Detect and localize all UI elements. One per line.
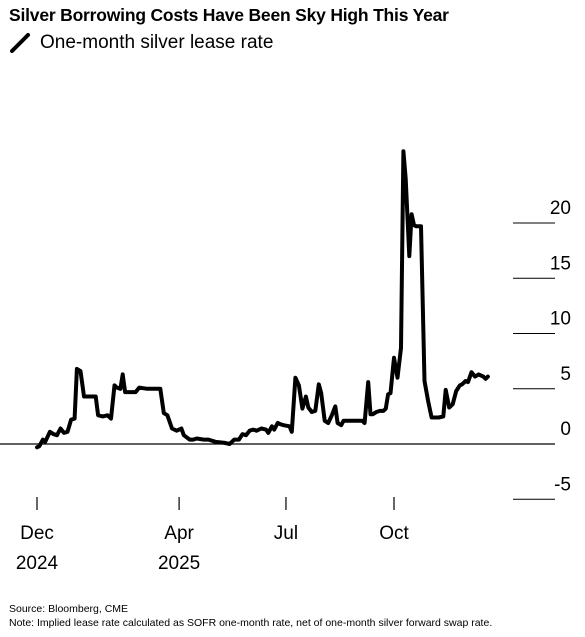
y-tick-label: 5: [560, 364, 571, 385]
x-tick-year-label: 2024: [16, 553, 59, 574]
line-chart: 20 15 10 5 0 -5 Dec 2024 Apr 2025 Jul Oct: [0, 149, 571, 574]
chart-title: Silver Borrowing Costs Have Been Sky Hig…: [9, 5, 449, 25]
legend-line-icon: [10, 33, 30, 53]
x-tick-label: Dec: [20, 523, 54, 544]
x-tick-label: Oct: [379, 523, 409, 544]
legend: One-month silver lease rate: [9, 31, 273, 55]
x-tick-label: Jul: [274, 523, 298, 544]
x-tick-year-label: 2025: [158, 553, 200, 574]
series-line-silver-lease-rate: [35, 149, 490, 450]
y-tick-label: -5: [554, 474, 571, 495]
legend-series-label: One-month silver lease rate: [40, 32, 274, 53]
y-tick-label: 0: [560, 419, 571, 440]
y-tick-label: 15: [550, 253, 571, 274]
x-tick-label: Apr: [164, 523, 194, 544]
chart-source: Source: Bloomberg, CME: [9, 603, 129, 615]
y-tick-label: 20: [550, 198, 571, 219]
chart-note: Note: Implied lease rate calculated as S…: [9, 617, 493, 629]
y-tick-label: 10: [550, 309, 571, 330]
